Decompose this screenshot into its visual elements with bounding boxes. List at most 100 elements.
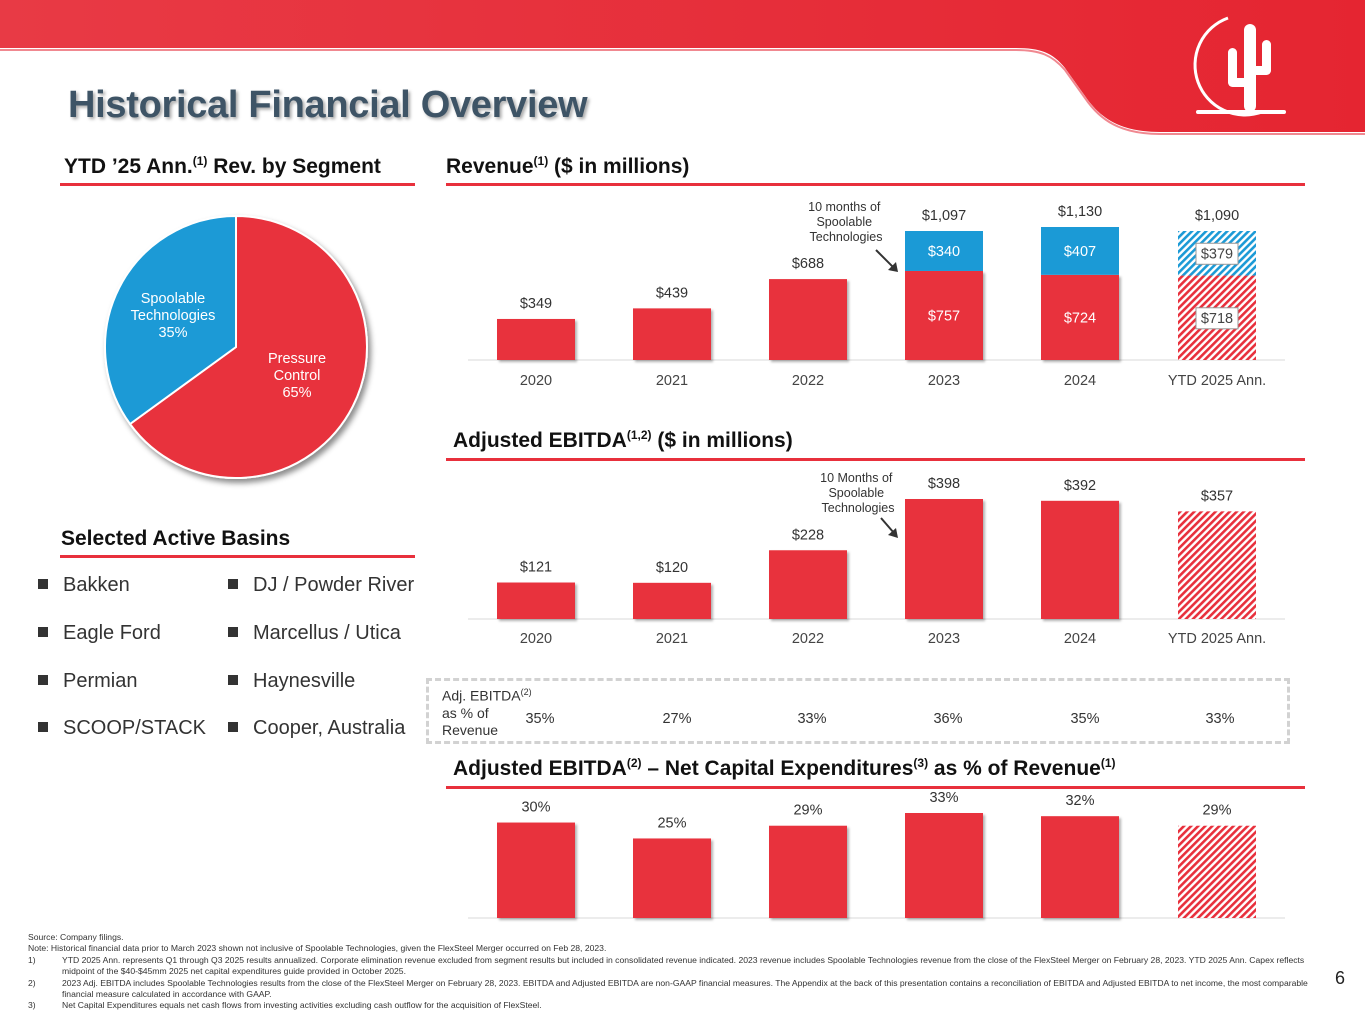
pie-label-line: 35% [158, 325, 187, 341]
ebitda-bar [633, 582, 711, 619]
capex-x-tick: 2023 [928, 928, 960, 930]
revenue-total-label: $439 [656, 285, 688, 301]
pie-slice-label: Spoolable Technologies 35% [131, 291, 216, 341]
capex-bar [633, 838, 711, 918]
ebitda-margin-value: 36% [933, 711, 962, 727]
ebitda-bar-label: $228 [792, 527, 824, 543]
pie-slice-label: Pressure Control 65% [268, 351, 326, 401]
page-number: 6 [1334, 968, 1345, 988]
basin-item: SCOOP/STACK [38, 717, 206, 740]
capex-x-tick: 2020 [520, 928, 552, 930]
pie-label-line: Spoolable [141, 291, 206, 307]
basins-rule [60, 555, 415, 558]
revenue-x-tick: YTD 2025 Ann. [1168, 373, 1266, 389]
pie-section-title: YTD ’25 Ann.(1) Rev. by Segment [64, 154, 381, 178]
ebitda-margin-value: 35% [525, 711, 554, 727]
revenue-x-tick: 2024 [1064, 373, 1096, 389]
ebitda-x-tick: 2020 [520, 631, 552, 647]
capex-x-tick: YTD 2025 Ann. [1168, 928, 1266, 930]
basins-title: Selected Active Basins [61, 527, 291, 550]
basin-item: Bakken [38, 574, 130, 597]
revenue-section-rule [446, 183, 1305, 186]
revenue-label-box [1195, 242, 1239, 265]
capex-bar-label: 30% [521, 800, 550, 816]
footnote-item: 1) YTD 2025 Ann. represents Q1 through Q3… [28, 954, 1305, 977]
ebitda-section-title: Adjusted EBITDA(1,2) ($ in millions) [453, 428, 793, 452]
capex-x-tick: 2024 [1064, 928, 1096, 930]
ebitda-bar [905, 499, 983, 619]
ebitda-section-rule [446, 458, 1305, 461]
ebitda-margin-label: Adj. EBITDA(2) as % of Revenue [442, 687, 532, 738]
pie-section-rule [60, 183, 415, 186]
footnote-note: Note: Historical financial data prior to… [28, 943, 607, 954]
ebitda-x-tick: 2022 [792, 631, 824, 647]
revenue-annotation-arrowhead [888, 262, 898, 272]
revenue-total-label: $1,090 [1195, 208, 1239, 224]
revenue-bar-label: $718 [1201, 311, 1233, 327]
ebitda-x-tick: 2021 [656, 631, 688, 647]
ebitda-bar-label: $120 [656, 560, 688, 576]
capex-x-tick: 2022 [792, 928, 824, 930]
pie-label-line: Control [274, 368, 321, 384]
revenue-annotation-arrow [875, 249, 895, 269]
revenue-x-tick: 2020 [520, 373, 552, 389]
revenue-bar-pressure [1041, 274, 1119, 360]
capex-section-title: Adjusted EBITDA(2) – Net Capital Expendi… [453, 756, 1116, 780]
capex-bar-label: 33% [929, 790, 958, 806]
revenue-bar-pressure [905, 270, 983, 360]
revenue-bar-pressure [633, 308, 711, 360]
ebitda-bar-label: $392 [1064, 478, 1096, 494]
revenue-bar-label: $407 [1064, 244, 1096, 260]
basin-item: Cooper, Australia [228, 717, 405, 740]
capex-bar [1178, 825, 1256, 918]
capex-section-rule [446, 786, 1305, 789]
pie-slice [104, 214, 237, 426]
ebitda-margin-value: 35% [1070, 711, 1099, 727]
ebitda-bar [1041, 500, 1119, 619]
ebitda-annotation: 10 Months of Spoolable Technologies [820, 471, 896, 515]
revenue-annotation: 10 months of Spoolable Technologies [808, 200, 884, 244]
revenue-bar-spoolable [1041, 227, 1119, 275]
ebitda-bar [1178, 511, 1256, 619]
revenue-total-label: $349 [520, 296, 552, 312]
ebitda-margin-value: 33% [1205, 711, 1234, 727]
revenue-bar-label: $724 [1064, 310, 1096, 326]
ebitda-margin-box [426, 678, 1290, 744]
revenue-total-label: $1,097 [922, 208, 966, 224]
ebitda-x-tick: YTD 2025 Ann. [1168, 631, 1266, 647]
basin-item: Haynesville [228, 670, 355, 693]
charts-canvas: Pressure Control 65% Spoolable Technologies 3… [104, 200, 1285, 930]
revenue-bar-spoolable [905, 231, 983, 271]
revenue-section-title: Revenue(1) ($ in millions) [446, 154, 690, 178]
basin-item: DJ / Powder River [228, 574, 414, 597]
pie-slice [128, 214, 368, 479]
page-title: Historical Financial Overview [68, 84, 588, 126]
ebitda-x-tick: 2024 [1064, 631, 1096, 647]
ebitda-annotation-arrow [880, 517, 895, 534]
revenue-bar-pressure [769, 279, 847, 360]
ebitda-margin-value: 27% [662, 711, 691, 727]
ebitda-bar [497, 582, 575, 619]
capex-bar [905, 813, 983, 918]
pie-label-line: Pressure [268, 351, 326, 367]
capex-bar-label: 29% [793, 803, 822, 819]
footnote-item: 3) Net Capital Expenditures equals net ca… [28, 1000, 542, 1011]
footnote-item: 2) 2023 Adj. EBITDA includes Spoolable Te… [28, 977, 1308, 1000]
revenue-total-label: $1,130 [1058, 204, 1102, 220]
revenue-x-tick: 2021 [656, 373, 688, 389]
capex-bar-label: 32% [1065, 793, 1094, 809]
ebitda-x-tick: 2023 [928, 631, 960, 647]
header-band [0, 0, 1365, 135]
capex-bar-label: 25% [657, 815, 686, 831]
revenue-label-box [1195, 307, 1239, 330]
ebitda-bar-label: $357 [1201, 488, 1233, 504]
revenue-bar-label: $379 [1201, 246, 1233, 262]
capex-bar [769, 825, 847, 918]
cactus-logo-icon [1193, 16, 1263, 117]
pie-chart [104, 214, 368, 479]
capex-bar-label: 29% [1202, 803, 1231, 819]
ebitda-bar [769, 550, 847, 619]
revenue-bar-label: $340 [928, 244, 960, 260]
revenue-bar-label: $757 [928, 308, 960, 324]
footnote-source: Source: Company filings. [28, 932, 124, 942]
